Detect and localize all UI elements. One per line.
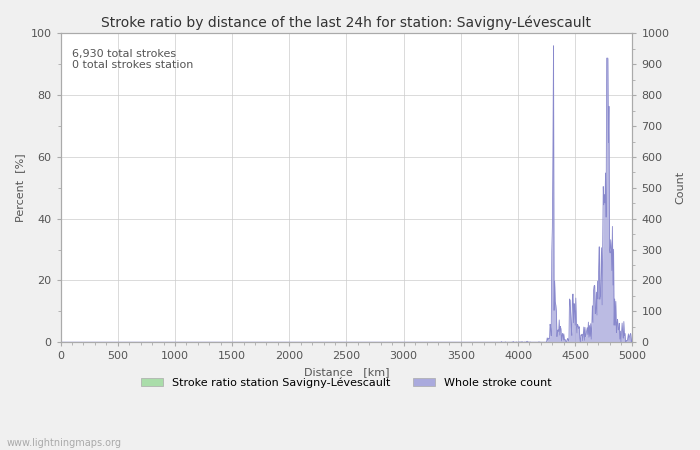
Title: Stroke ratio by distance of the last 24h for station: Savigny-Lévescault: Stroke ratio by distance of the last 24h…: [102, 15, 592, 30]
Legend: Stroke ratio station Savigny-Lévescault, Whole stroke count: Stroke ratio station Savigny-Lévescault,…: [136, 373, 556, 392]
Y-axis label: Percent  [%]: Percent [%]: [15, 153, 25, 222]
Text: www.lightningmaps.org: www.lightningmaps.org: [7, 438, 122, 448]
Y-axis label: Count: Count: [675, 171, 685, 204]
Text: 6,930 total strokes
0 total strokes station: 6,930 total strokes 0 total strokes stat…: [72, 49, 193, 71]
X-axis label: Distance   [km]: Distance [km]: [304, 367, 389, 377]
